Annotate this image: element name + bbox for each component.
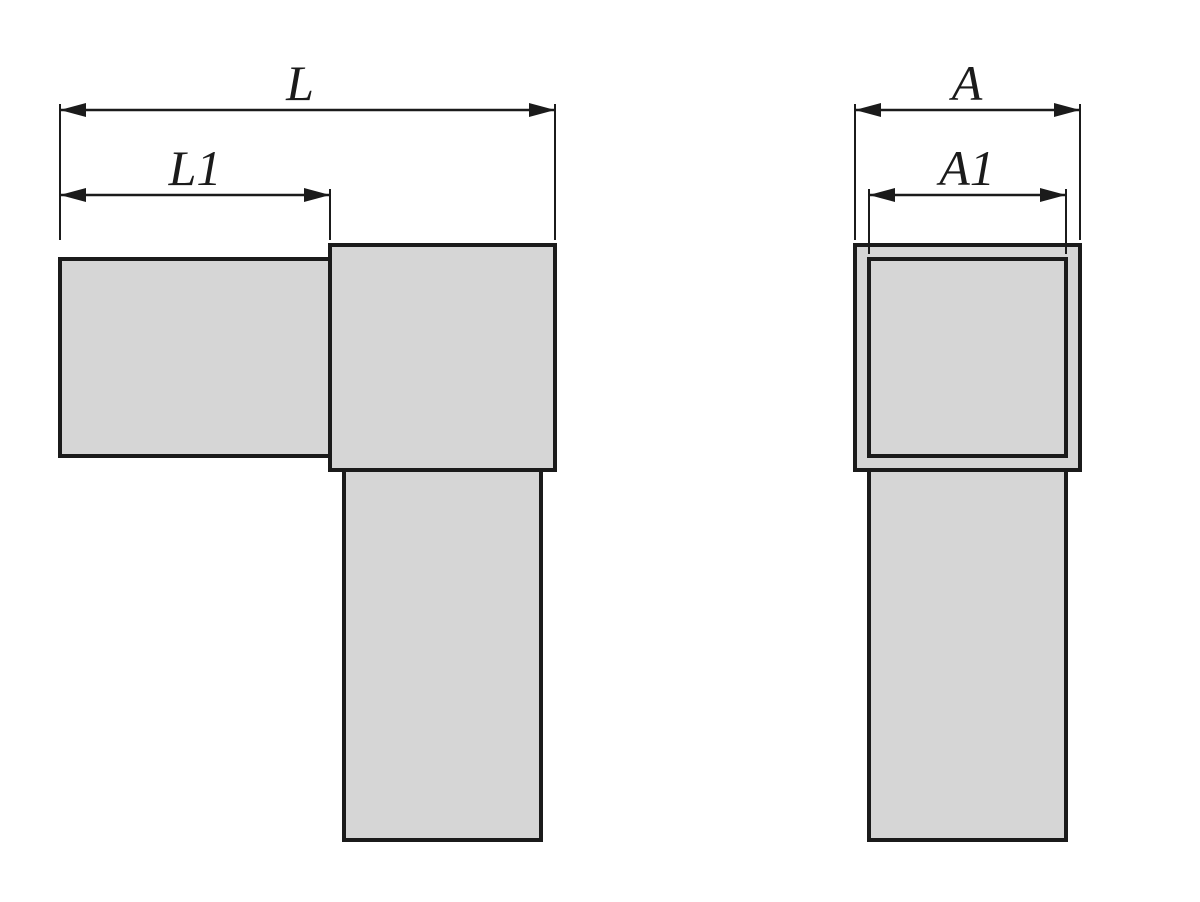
dimension-A1-label: A1 xyxy=(936,140,995,196)
technical-drawing: L L1 A A1 xyxy=(0,0,1200,902)
dimension-A-label: A xyxy=(949,55,983,111)
dimension-L-label: L xyxy=(285,55,314,111)
dimension-L1-label: L1 xyxy=(168,140,222,196)
right-view-inner-square xyxy=(869,259,1066,456)
left-view-arm-left xyxy=(60,259,330,456)
left-view-arm-down xyxy=(344,470,541,840)
left-view-hub xyxy=(330,245,555,470)
right-view-arm-down xyxy=(869,470,1066,840)
